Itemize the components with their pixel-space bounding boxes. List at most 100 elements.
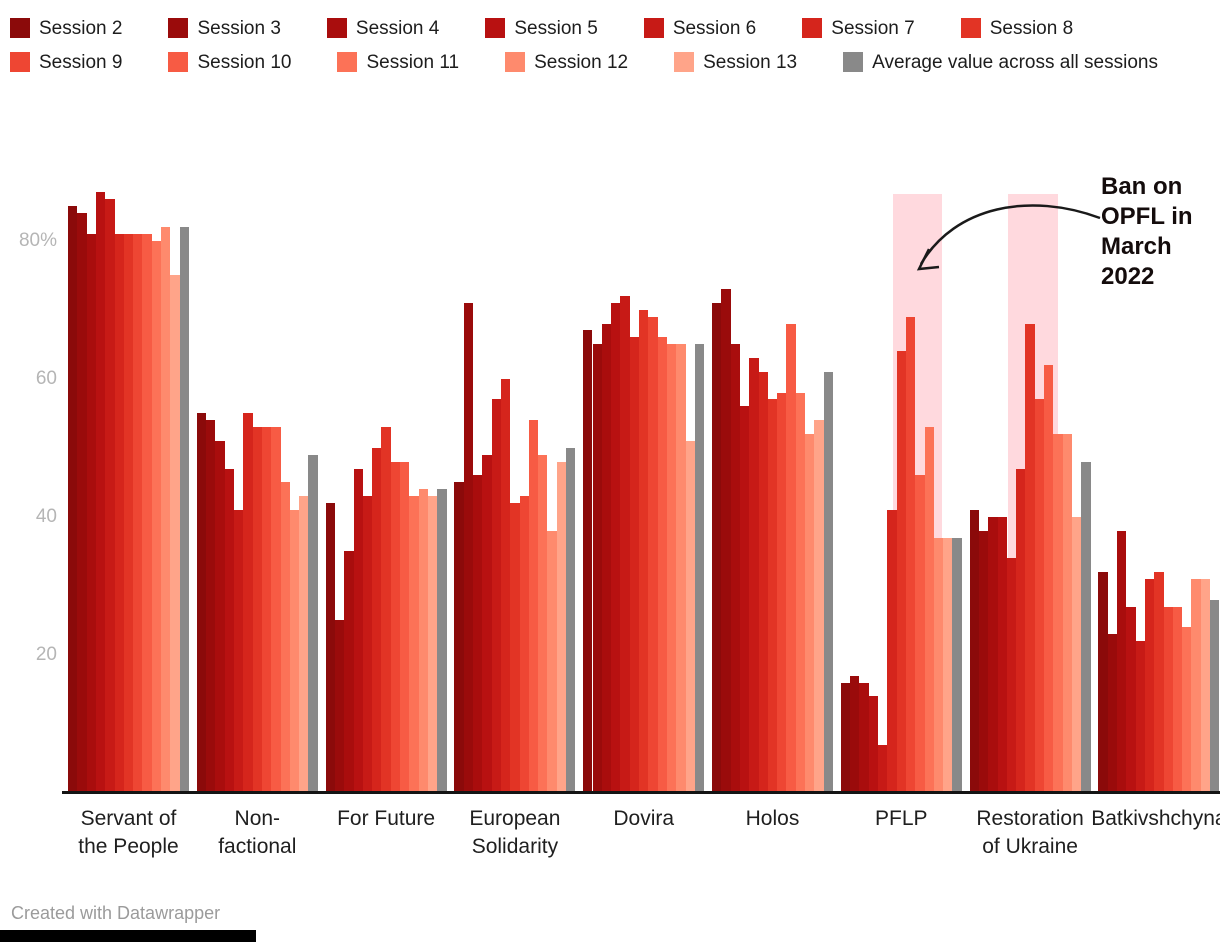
bar-average [566, 447, 576, 794]
bar-session-7 [629, 337, 640, 793]
legend-label: Session 7 [831, 18, 915, 39]
bar-session-9 [133, 233, 143, 793]
bar-session-8 [123, 233, 134, 793]
legend-swatch-icon [326, 18, 347, 38]
bar-session-4 [215, 440, 225, 793]
bar-session-10 [786, 323, 796, 793]
bar-session-11 [666, 344, 677, 793]
bar-session-3 [978, 530, 989, 793]
bar-session-13 [814, 420, 824, 793]
bar-session-7 [887, 509, 897, 793]
bar-session-5 [224, 468, 235, 793]
bar-session-10 [1172, 606, 1183, 793]
bar-session-9 [1163, 606, 1173, 793]
bar-session-10 [142, 233, 152, 793]
x-axis-label: For Future [337, 807, 436, 830]
bar-session-13 [556, 461, 567, 793]
bar-session-7 [1016, 468, 1026, 793]
bar-session-5 [95, 192, 106, 793]
legend-item: Session 7 [802, 12, 915, 46]
legend-item: Session 5 [485, 12, 598, 46]
bar-session-5 [482, 454, 492, 793]
bar-average [694, 344, 705, 793]
bar-session-7 [114, 233, 124, 793]
legend-item: Session 4 [326, 12, 440, 46]
bar-session-7 [372, 447, 382, 794]
bar-average [437, 489, 447, 793]
bar-session-6 [620, 295, 630, 793]
bar-session-6 [1006, 558, 1017, 793]
y-tick-label: 80% [18, 229, 57, 251]
legend-swatch-icon [10, 52, 30, 72]
bar-session-5 [353, 468, 363, 793]
bar-session-2 [196, 413, 207, 793]
bar-session-4 [988, 516, 998, 793]
bar-session-4 [730, 344, 740, 793]
legend-label: Session 8 [989, 18, 1074, 39]
legend-swatch-icon [960, 18, 981, 38]
legend-label: Session 6 [672, 18, 757, 39]
bar-session-4 [86, 233, 96, 793]
bar-session-3 [592, 344, 602, 793]
bar-session-4 [473, 475, 483, 793]
annotation-text: Ban on OPFL in March 2022 [1101, 173, 1193, 290]
bar-session-11 [795, 392, 806, 793]
legend-label: Session 13 [703, 52, 798, 73]
bar-session-12 [418, 489, 428, 793]
y-tick-label: 20 [35, 643, 57, 665]
legend-item: Session 9 [10, 46, 122, 80]
legend-item: Session 11 [337, 46, 459, 80]
legend-item: Session 12 [505, 46, 628, 80]
x-axis-line [62, 791, 1220, 794]
bar-session-2 [583, 330, 593, 793]
legend-label: Session 4 [355, 18, 440, 39]
bar-session-5 [739, 406, 750, 793]
bar-session-6 [1135, 641, 1145, 793]
x-axis-label: Dovira [613, 807, 675, 830]
bar-session-4 [601, 323, 612, 793]
bar-session-2 [325, 503, 335, 793]
bar-session-12 [676, 344, 686, 793]
legend-swatch-icon [337, 52, 358, 72]
legend-label: Session 2 [39, 18, 123, 39]
bar-session-8 [252, 427, 262, 793]
bar-session-4 [1117, 530, 1127, 793]
bar-session-3 [463, 302, 473, 793]
bar-session-3 [850, 675, 860, 793]
bar-session-3 [77, 213, 87, 793]
bar-session-9 [648, 316, 658, 793]
bar-session-7 [500, 378, 511, 793]
legend-swatch-icon [168, 52, 189, 72]
footer-bar [0, 930, 256, 942]
bar-session-9 [905, 316, 916, 793]
legend-label: Average value across all sessions [872, 52, 1158, 73]
x-axis-label: Non- factional [218, 807, 297, 858]
bar-session-12 [933, 537, 944, 793]
legend-label: Session 10 [197, 52, 292, 73]
legend-item: Session 6 [643, 12, 757, 46]
legend-item: Session 2 [10, 12, 122, 46]
bar-session-8 [639, 309, 649, 793]
x-axis-label: Servant of the People [78, 807, 179, 858]
legend-swatch-icon [843, 52, 864, 72]
legend-item: Session 3 [168, 12, 281, 46]
legend-swatch-icon [168, 18, 189, 38]
bar-session-8 [767, 399, 778, 793]
bar-average [1081, 461, 1091, 793]
bar-session-12 [1191, 578, 1201, 793]
legend-label: Session 11 [366, 52, 460, 73]
bar-session-10 [1044, 364, 1054, 793]
bar-session-11 [409, 496, 419, 793]
bar-session-11 [1182, 627, 1192, 793]
bar-session-2 [969, 509, 979, 793]
bar-session-3 [1107, 634, 1117, 793]
legend-item: Session 8 [960, 12, 1074, 46]
bar-average [308, 454, 318, 793]
bar-session-2 [840, 682, 851, 793]
bar-session-13 [170, 275, 180, 793]
bar-session-10 [271, 427, 281, 793]
bar-session-3 [334, 620, 345, 793]
bar-session-9 [519, 496, 529, 793]
bar-session-9 [777, 392, 787, 793]
